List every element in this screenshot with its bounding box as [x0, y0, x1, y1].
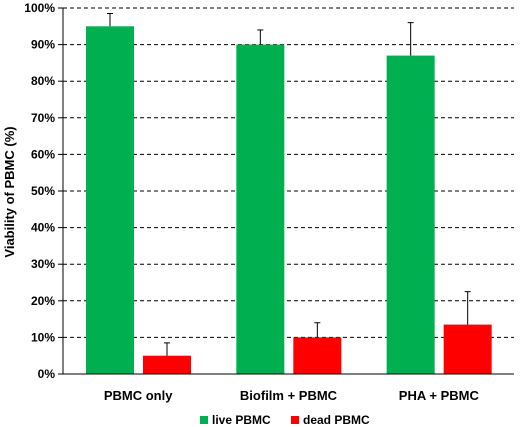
- gridlines: [63, 7, 514, 338]
- legend: live PBMC dead PBMC: [200, 413, 370, 427]
- y-tick-label: 50%: [31, 184, 55, 198]
- y-tick-label: 60%: [31, 147, 55, 161]
- y-axis-title: Viability of PBMC (%): [2, 126, 17, 257]
- y-tick-label: 20%: [31, 294, 55, 308]
- y-tick-labels: 0% 10% 20% 30% 40% 50% 60% 70% 80% 90% 100%: [24, 1, 55, 381]
- y-tick-label: 90%: [31, 38, 55, 52]
- x-category-label: Biofilm + PBMC: [240, 388, 338, 403]
- y-tick-label: 100%: [24, 1, 55, 15]
- x-category-label: PBMC only: [104, 388, 173, 403]
- legend-label: dead PBMC: [303, 413, 370, 427]
- legend-swatch: [200, 416, 208, 424]
- y-tick-label: 30%: [31, 257, 55, 271]
- legend-swatch: [291, 416, 299, 424]
- y-tick-label: 0%: [38, 367, 56, 381]
- bar-live: [386, 55, 435, 375]
- y-tick-label: 80%: [31, 74, 55, 88]
- x-category-label: PHA + PBMC: [399, 388, 480, 403]
- axes: [58, 7, 514, 375]
- bar-dead: [443, 324, 492, 374]
- error-bars: [107, 12, 471, 356]
- x-category-labels: PBMC only Biofilm + PBMC PHA + PBMC: [104, 388, 480, 403]
- y-tick-label: 70%: [31, 111, 55, 125]
- bars: [86, 26, 492, 375]
- bar-dead: [143, 355, 191, 374]
- bar-live: [236, 44, 285, 374]
- y-tick-label: 10%: [31, 330, 55, 344]
- bar-live: [86, 26, 134, 375]
- bar-dead: [293, 337, 342, 374]
- y-tick-label: 40%: [31, 221, 55, 235]
- legend-label: live PBMC: [212, 413, 271, 427]
